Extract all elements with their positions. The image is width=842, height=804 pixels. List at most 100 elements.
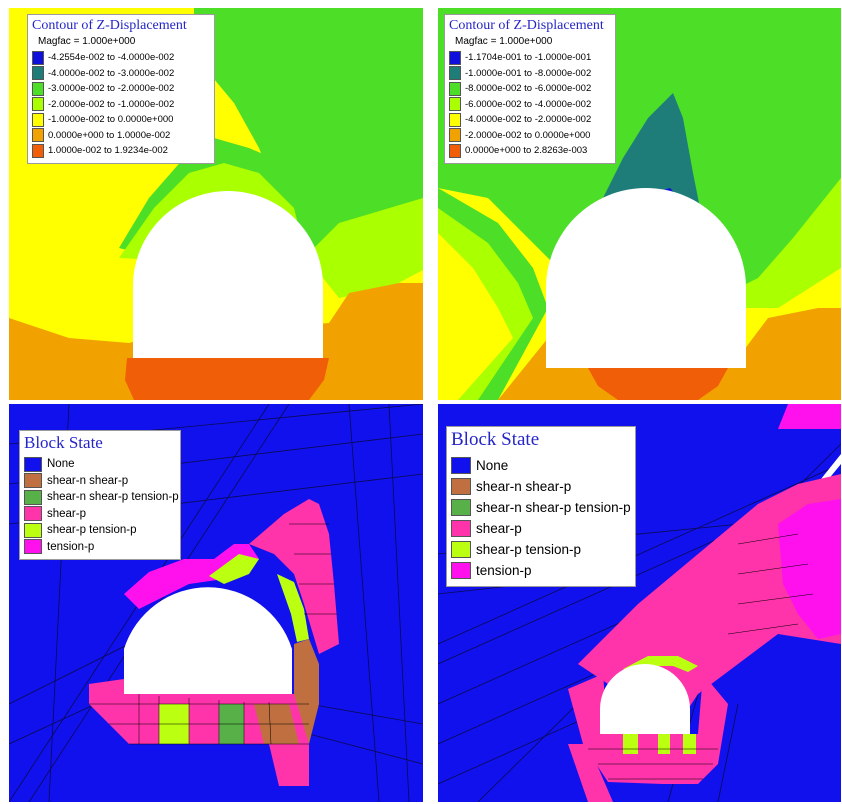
legend-row: shear-n shear-p xyxy=(24,473,176,490)
plastic-zone-shear-p-upper-right xyxy=(249,499,339,654)
cell-line xyxy=(289,523,337,615)
legend-row: -4.0000e-002 to -3.0000e-002 xyxy=(32,66,210,82)
contour-zone-darkorange xyxy=(125,358,329,400)
legend-swatch xyxy=(449,112,461,127)
legend-swatch xyxy=(449,66,461,81)
legend-label: None xyxy=(476,458,509,473)
tunnel-opening xyxy=(546,188,746,368)
legend-row: 1.0000e-002 to 1.9234e-002 xyxy=(32,143,210,159)
legend-label: -4.0000e-002 to -2.0000e-002 xyxy=(465,114,592,126)
legend-label: shear-n shear-p tension-p xyxy=(47,491,179,504)
plastic-zone-shear-p-bottom-tail xyxy=(274,744,309,786)
tunnel-opening xyxy=(600,664,690,734)
legend-swatch xyxy=(32,66,44,81)
plastic-zone-yellowgreen-upper xyxy=(209,554,259,584)
mesh-line xyxy=(438,463,841,645)
contour-legend: Contour of Z-Displacement Magfac = 1.000… xyxy=(27,14,215,164)
legend-row: -1.1704e-001 to -1.0000e-001 xyxy=(449,50,611,66)
legend-swatch xyxy=(449,97,461,112)
legend-label: -3.0000e-002 to -2.0000e-002 xyxy=(48,83,175,95)
block-state-panel-bottom-right: Block State None shear-n shear-p shear-n… xyxy=(438,404,841,802)
legend-swatch xyxy=(24,489,42,505)
legend-row: -4.0000e-002 to -2.0000e-002 xyxy=(449,112,611,128)
legend-row: 0.0000e+000 to 1.0000e-002 xyxy=(32,128,210,144)
legend-swatch xyxy=(449,81,461,96)
contour-zone-green xyxy=(194,8,423,253)
contour-panel-top-left: Contour of Z-Displacement Magfac = 1.000… xyxy=(9,8,423,400)
legend-row: -6.0000e-002 to -4.0000e-002 xyxy=(449,97,611,113)
legend-label: None xyxy=(47,458,75,471)
legend-label: 0.0000e+000 to 2.8263e-003 xyxy=(465,145,588,157)
legend-row: 0.0000e+000 to 2.8263e-003 xyxy=(449,143,611,159)
plastic-zone-shear-p-ring-lower xyxy=(568,674,728,784)
legend-row: -4.2554e-002 to -4.0000e-002 xyxy=(32,50,210,66)
legend-label: 0.0000e+000 to 1.0000e-002 xyxy=(48,129,171,141)
legend-swatch xyxy=(32,112,44,127)
plastic-zone-tension-p-corner xyxy=(778,404,841,429)
legend-swatch xyxy=(451,457,471,474)
legend-label: shear-n shear-p tension-p xyxy=(476,500,631,515)
plastic-zone-yellowgreen-right xyxy=(277,574,309,642)
legend-swatch xyxy=(32,128,44,143)
legend-label: -8.0000e-002 to -6.0000e-002 xyxy=(465,83,592,95)
legend-title: Block State xyxy=(24,433,103,452)
cell-line xyxy=(727,533,814,635)
legend-title: Contour of Z-Displacement xyxy=(32,18,187,33)
legend-row: -3.0000e-002 to -2.0000e-002 xyxy=(32,81,210,97)
legend-swatch xyxy=(451,541,471,558)
legend-swatch xyxy=(32,81,44,96)
legend-row: tension-p xyxy=(451,560,631,581)
mesh-line xyxy=(717,703,739,802)
legend-label: -2.0000e-002 to 0.0000e+000 xyxy=(465,129,591,141)
plastic-zone-cell-lines xyxy=(89,523,337,745)
legend-swatch xyxy=(451,478,471,495)
tunnel-opening xyxy=(133,191,323,358)
legend-row: shear-n shear-p tension-p xyxy=(24,489,179,506)
legend-swatch xyxy=(449,128,461,143)
legend-label: -4.0000e-002 to -3.0000e-002 xyxy=(48,67,175,79)
tunnel-opening xyxy=(124,587,292,694)
legend-title: Block State xyxy=(451,429,540,450)
legend-label: shear-n shear-p xyxy=(47,474,129,487)
contour-plot-top-left xyxy=(9,8,423,400)
legend-row: shear-p tension-p xyxy=(451,539,631,560)
legend-label: -1.1704e-001 to -1.0000e-001 xyxy=(465,52,592,64)
legend-swatch xyxy=(451,499,471,516)
legend-swatch xyxy=(449,143,461,158)
legend-label: shear-p tension-p xyxy=(47,524,137,537)
plastic-zone-shear-p-lower xyxy=(89,679,309,786)
legend-label: tension-p xyxy=(47,540,95,553)
block-state-legend: Block State None shear-n shear-p shear-n… xyxy=(446,426,636,587)
legend-swatch xyxy=(451,520,471,537)
block-state-panel-bottom-left: Block State None shear-n shear-p shear-n… xyxy=(9,404,423,802)
mesh-line xyxy=(9,643,130,705)
legend-swatch xyxy=(24,522,42,538)
cell-line xyxy=(138,694,272,745)
legend-label: shear-p xyxy=(476,521,522,536)
legend-row: tension-p xyxy=(24,539,176,556)
plastic-zone-yellowgreen-ring-lower xyxy=(623,734,696,754)
mesh-line xyxy=(348,404,380,802)
mesh-line xyxy=(308,703,423,725)
legend-label: -6.0000e-002 to -4.0000e-002 xyxy=(465,98,592,110)
legend-label: -1.0000e-001 to -8.0000e-002 xyxy=(465,67,592,79)
legend-label: tension-p xyxy=(476,563,532,578)
plastic-zone-cell-lines xyxy=(588,533,814,780)
contour-zone-yellow-left xyxy=(438,233,513,400)
block-state-legend: Block State None shear-n shear-p shear-n… xyxy=(19,430,181,560)
legend-row: -8.0000e-002 to -6.0000e-002 xyxy=(449,81,611,97)
legend-magfac: Magfac = 1.000e+000 xyxy=(455,36,553,47)
legend-swatch xyxy=(32,50,44,65)
legend-label: shear-p xyxy=(47,507,86,520)
legend-label: -4.2554e-002 to -4.0000e-002 xyxy=(48,52,175,64)
legend-swatch xyxy=(32,143,44,158)
legend-title: Contour of Z-Displacement xyxy=(449,18,604,33)
legend-row: -2.0000e-002 to 0.0000e+000 xyxy=(449,128,611,144)
legend-label: -1.0000e-002 to 0.0000e+000 xyxy=(48,114,174,126)
plastic-zone-tension-p-upper xyxy=(124,544,259,609)
plastic-zone-tension-p-band-right xyxy=(778,499,841,639)
cell-line xyxy=(588,748,718,780)
legend-swatch xyxy=(24,456,42,472)
legend-row: shear-n shear-p xyxy=(451,476,631,497)
legend-row: None xyxy=(451,455,631,476)
